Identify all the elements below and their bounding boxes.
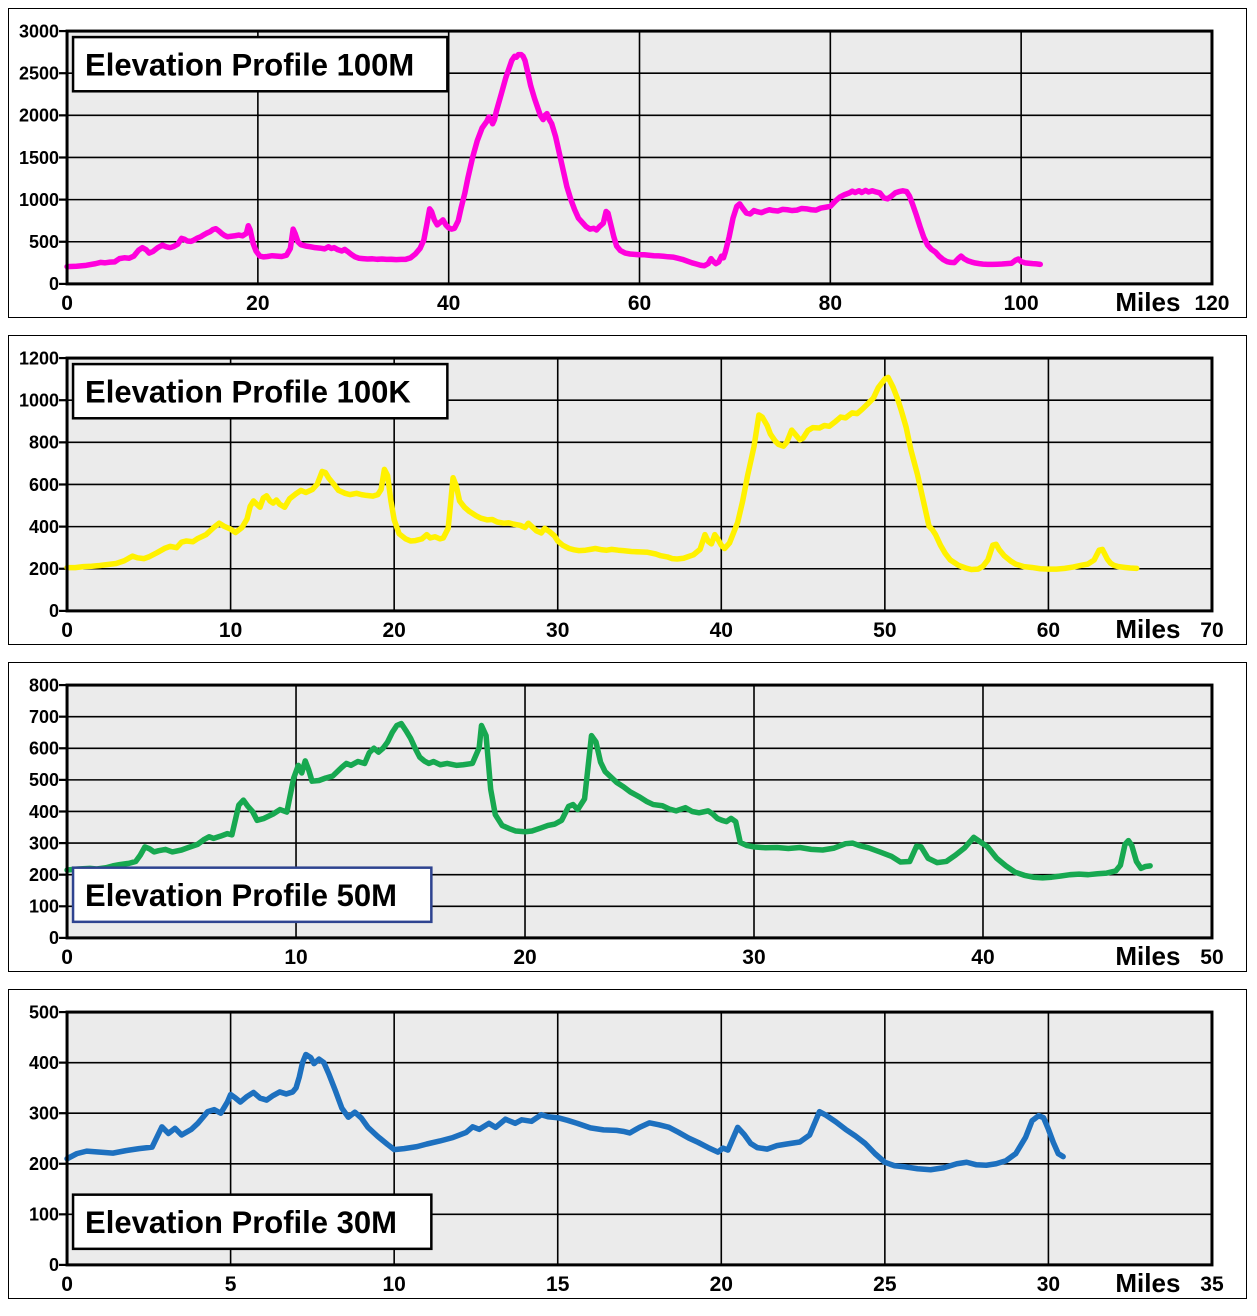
x-tick-label: 120 (1194, 292, 1229, 315)
x-tick-label: 30 (742, 946, 765, 969)
x-axis-unit-label: Miles (1115, 287, 1180, 317)
x-axis-unit-label: Miles (1115, 1268, 1180, 1298)
chart-svg-100k: 0 200 400 600 800 1000 1200 0 10 20 30 40 50 60 70 Mile… (19, 348, 1224, 644)
chart-title: Elevation Profile 100M (85, 47, 414, 82)
x-tick-label: 20 (710, 1273, 733, 1296)
y-tick-label: 2000 (19, 106, 59, 126)
chart-panel-50m: 0 100 200 300 400 500 600 700 800 0 10 20 30 40 50 Mile… (8, 662, 1247, 972)
y-tick-label: 400 (29, 1053, 59, 1073)
x-tick-label: 20 (513, 946, 536, 969)
x-tick-label: 20 (246, 292, 269, 315)
chart-title-box: Elevation Profile 50M (71, 866, 433, 924)
x-axis-unit-label: Miles (1115, 614, 1180, 644)
y-tick-label: 800 (29, 433, 59, 453)
plot-border (65, 1010, 1214, 1267)
x-tick-label: 15 (546, 1273, 570, 1296)
y-tick-label: 500 (29, 770, 59, 790)
chart-panel-100k: 0 200 400 600 800 1000 1200 0 10 20 30 40 50 60 70 Mile… (8, 335, 1247, 645)
y-tick-label: 200 (29, 559, 59, 579)
x-tick-label: 30 (546, 619, 569, 642)
y-tick-label: 200 (29, 1154, 59, 1174)
x-tick-label: 20 (382, 619, 405, 642)
elevation-line (64, 374, 1140, 573)
x-tick-label: 0 (61, 619, 73, 642)
x-tick-label: 60 (1037, 619, 1060, 642)
y-tick-label: 0 (49, 1255, 59, 1275)
y-tick-label: 200 (29, 865, 59, 885)
chart-title: Elevation Profile 50M (85, 878, 397, 913)
y-tick-label: 600 (29, 475, 59, 495)
y-tick-label: 400 (29, 802, 59, 822)
x-tick-label: 40 (710, 619, 733, 642)
x-tick-label: 60 (628, 292, 651, 315)
chart-title-box: Elevation Profile 100M (71, 35, 449, 93)
chart-title-frame (71, 362, 449, 420)
elevation-line (64, 51, 1043, 270)
y-tick-label: 600 (29, 739, 59, 759)
y-tick-label: 1000 (19, 190, 59, 210)
plot-border (65, 29, 1214, 286)
x-tick-label: 5 (225, 1273, 237, 1296)
x-axis-labels: 0 10 20 30 40 50 Miles (61, 941, 1223, 971)
x-tick-label: 10 (382, 1273, 405, 1296)
x-axis-labels: 0 5 10 15 20 25 30 35 Miles (61, 1268, 1224, 1298)
y-tick-label: 3000 (19, 21, 59, 41)
x-tick-label: 0 (61, 1273, 73, 1296)
elevation-profiles-page: 0 500 1000 1500 2000 2500 3000 0 20 40 60 80 100 120 M… (8, 8, 1249, 1299)
chart-title-frame (71, 866, 433, 924)
x-axis-unit-label: Miles (1115, 941, 1180, 971)
y-tick-label: 100 (29, 897, 59, 917)
x-tick-label: 0 (61, 946, 73, 969)
y-tick-label: 1200 (19, 348, 59, 368)
plot-border (65, 683, 1214, 940)
chart-svg-50m: 0 100 200 300 400 500 600 700 800 0 10 20 30 40 50 Mile… (29, 675, 1224, 971)
x-tick-label: 50 (1200, 946, 1223, 969)
y-tick-label: 0 (49, 928, 59, 948)
y-tick-label: 500 (29, 1002, 59, 1022)
x-tick-label: 10 (284, 946, 307, 969)
y-tick-label: 100 (29, 1205, 59, 1225)
chart-title-frame (71, 35, 449, 93)
x-tick-label: 25 (873, 1273, 897, 1296)
chart-title: Elevation Profile 30M (85, 1205, 397, 1240)
y-tick-label: 500 (29, 232, 59, 252)
x-tick-label: 100 (1004, 292, 1039, 315)
x-tick-label: 10 (219, 619, 242, 642)
chart-panel-100m: 0 500 1000 1500 2000 2500 3000 0 20 40 60 80 100 120 M… (8, 8, 1247, 318)
y-tick-label: 800 (29, 675, 59, 695)
x-tick-label: 40 (971, 946, 994, 969)
y-axis-ticks: 0 100 200 300 400 500 600 700 800 (29, 675, 68, 948)
chart-panel-30m: 0 100 200 300 400 500 0 5 10 15 20 25 30 35 Miles Eleva… (8, 989, 1247, 1299)
x-tick-label: 0 (61, 292, 73, 315)
x-tick-label: 30 (1037, 1273, 1060, 1296)
y-axis-ticks: 0 200 400 600 800 1000 1200 (19, 348, 68, 621)
y-tick-label: 700 (29, 707, 59, 727)
y-axis-ticks: 0 500 1000 1500 2000 2500 3000 (19, 21, 68, 294)
y-tick-label: 0 (49, 274, 59, 294)
plot-border (65, 356, 1214, 613)
y-tick-label: 1000 (19, 391, 59, 411)
x-axis-labels: 0 20 40 60 80 100 120 Miles (61, 287, 1229, 317)
x-tick-label: 40 (437, 292, 460, 315)
chart-title-box: Elevation Profile 100K (71, 362, 449, 420)
x-axis-labels: 0 10 20 30 40 50 60 70 Miles (61, 614, 1223, 644)
x-tick-label: 50 (873, 619, 896, 642)
y-tick-label: 2500 (19, 64, 59, 84)
chart-title-frame (71, 1193, 433, 1251)
x-tick-label: 70 (1200, 619, 1223, 642)
y-tick-label: 300 (29, 1104, 59, 1124)
elevation-line (64, 1051, 1066, 1173)
y-tick-label: 0 (49, 601, 59, 621)
x-tick-label: 35 (1200, 1273, 1224, 1296)
y-tick-label: 400 (29, 517, 59, 537)
y-tick-label: 1500 (19, 148, 59, 168)
y-axis-ticks: 0 100 200 300 400 500 (29, 1002, 68, 1275)
elevation-line (64, 720, 1153, 881)
chart-svg-100m: 0 500 1000 1500 2000 2500 3000 0 20 40 60 80 100 120 M… (19, 21, 1229, 317)
chart-svg-30m: 0 100 200 300 400 500 0 5 10 15 20 25 30 35 Miles Eleva… (29, 1002, 1224, 1298)
x-tick-label: 80 (819, 292, 842, 315)
chart-title: Elevation Profile 100K (85, 374, 411, 409)
chart-title-box: Elevation Profile 30M (71, 1193, 433, 1251)
y-tick-label: 300 (29, 833, 59, 853)
